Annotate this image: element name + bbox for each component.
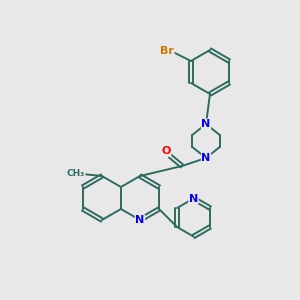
Text: N: N: [201, 153, 211, 163]
Text: Br: Br: [160, 46, 174, 56]
Text: CH₃: CH₃: [67, 169, 85, 178]
Text: N: N: [189, 194, 198, 203]
Text: O: O: [161, 146, 171, 156]
Text: N: N: [201, 119, 211, 129]
Text: N: N: [135, 215, 145, 225]
